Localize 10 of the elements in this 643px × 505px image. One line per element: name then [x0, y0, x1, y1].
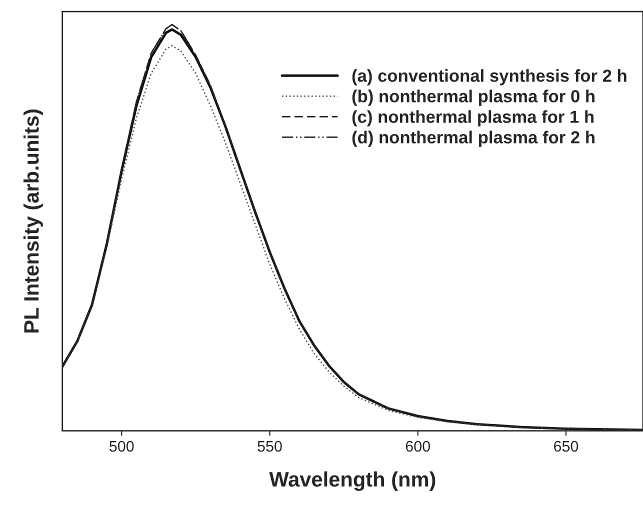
legend-label: (a) conventional synthesis for 2 h — [352, 69, 626, 86]
y-axis-title: PL Intensity (arb.units) — [24, 110, 43, 332]
x-tick-label: 650 — [554, 440, 578, 452]
legend-label: (b) nonthermal plasma for 0 h — [352, 90, 594, 106]
x-tick-label: 500 — [109, 440, 134, 452]
x-tick-label: 600 — [406, 440, 430, 452]
legend-label: (c) nonthermal plasma for 1 h — [352, 110, 594, 126]
x-axis-title: Wavelength (nm) — [269, 471, 436, 491]
legend-label: (d) nonthermal plasma for 2 h — [352, 130, 594, 147]
x-tick-label: 550 — [258, 440, 282, 452]
